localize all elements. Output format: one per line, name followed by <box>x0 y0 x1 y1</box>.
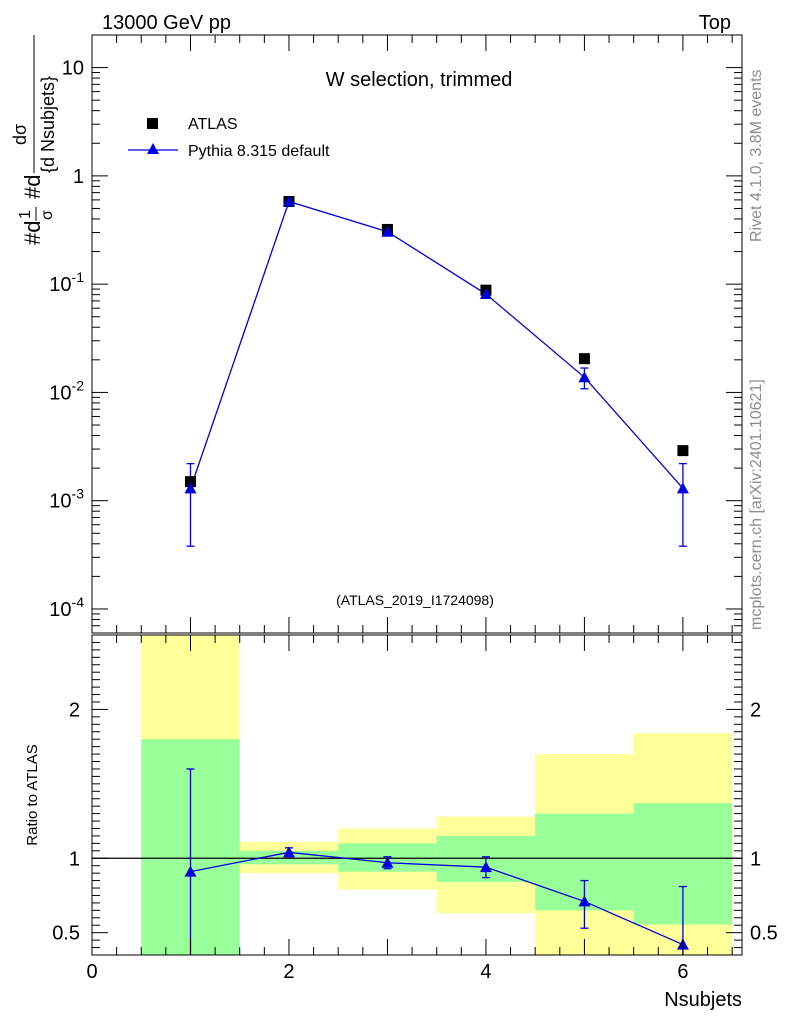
rivet-version-label: Rivet 4.1.0, 3.8M events <box>748 69 765 242</box>
ratio-point <box>282 846 295 858</box>
pythia-point <box>578 371 591 383</box>
y-label-hash-d2: #d <box>20 175 45 199</box>
pythia-point <box>282 195 295 207</box>
analysis-watermark: (ATLAS_2019_I1724098) <box>336 592 494 608</box>
pythia-line <box>189 200 684 489</box>
atlas-point <box>184 476 196 488</box>
ratio-plot-area <box>92 635 742 955</box>
y-label-d-nsubjets: {d Nsubjets} <box>38 76 58 173</box>
pythia-point <box>184 482 197 494</box>
pythia-point <box>381 225 394 237</box>
ratio-point <box>479 861 492 873</box>
ratio-point <box>578 895 591 907</box>
main-y-axis-label: #d 1 σ #d dσ {d Nsubjets} <box>10 35 58 245</box>
source-label: mcplots.cern.ch [arXiv:2401.10621] <box>748 379 765 630</box>
y-label-one: 1 <box>17 210 34 219</box>
pythia-point <box>676 482 689 494</box>
ratio-point <box>184 865 197 877</box>
ratio-y-tick-label: 1 <box>69 848 80 870</box>
uncertainty-band-inner <box>239 850 339 865</box>
ratio-y-tick-label-right: 1 <box>750 848 761 870</box>
main-y-tick-label: 10-3 <box>49 486 84 513</box>
main-panel: 10 1 10-1 10-2 10-3 10-4 W selection, trimmed… <box>49 34 743 634</box>
legend-atlas-marker <box>147 118 158 129</box>
main-y-tick-label: 10-2 <box>49 377 84 404</box>
x-tick-label: 4 <box>480 961 491 983</box>
main-frame <box>91 34 743 634</box>
pythia-point <box>479 288 492 300</box>
ratio-line <box>190 851 684 946</box>
process-label: Top <box>699 12 731 34</box>
y-label-hash-d: #d <box>20 221 45 245</box>
x-tick-label: 6 <box>677 961 688 983</box>
plot-title: W selection, trimmed <box>326 69 513 91</box>
legend-pythia-label: Pythia 8.315 default <box>188 143 330 160</box>
main-y-tick-label: 10 <box>62 58 84 80</box>
main-plot-area <box>184 195 689 547</box>
ratio-frame <box>91 634 743 956</box>
ratio-y-tick-label: 0.5 <box>52 923 80 945</box>
main-axes: 10 1 10-1 10-2 10-3 10-4 <box>49 34 742 634</box>
ratio-y-tick-label-right: 0.5 <box>750 923 778 945</box>
x-axis-label: Nsubjets <box>664 989 742 1011</box>
ratio-axes: 0.5 0.5 1 1 2 2 0 2 4 6 <box>52 634 778 983</box>
main-y-tick-label: 10-1 <box>49 269 84 296</box>
atlas-point <box>578 353 590 365</box>
x-tick-label: 2 <box>283 961 294 983</box>
ratio-panel: 0.5 0.5 1 1 2 2 0 2 4 6 Ratio to ATLAS Nsubjets <box>24 634 778 1011</box>
y-label-dsigma: dσ <box>10 124 30 145</box>
x-tick-label: 0 <box>86 961 97 983</box>
ratio-y-axis-label: Ratio to ATLAS <box>24 744 41 845</box>
legend-pythia-marker <box>147 143 159 154</box>
legend: ATLAS Pythia 8.315 default <box>128 116 330 160</box>
main-y-tick-label: 10-4 <box>49 594 84 621</box>
ratio-point <box>381 856 394 868</box>
legend-atlas-label: ATLAS <box>188 116 238 133</box>
atlas-point <box>677 445 689 457</box>
energy-label: 13000 GeV pp <box>102 12 231 34</box>
main-y-tick-label: 1 <box>73 166 84 188</box>
ratio-y-tick-label-right: 2 <box>750 699 761 721</box>
y-label-sigma: σ <box>39 210 56 220</box>
ratio-y-tick-label: 2 <box>69 699 80 721</box>
